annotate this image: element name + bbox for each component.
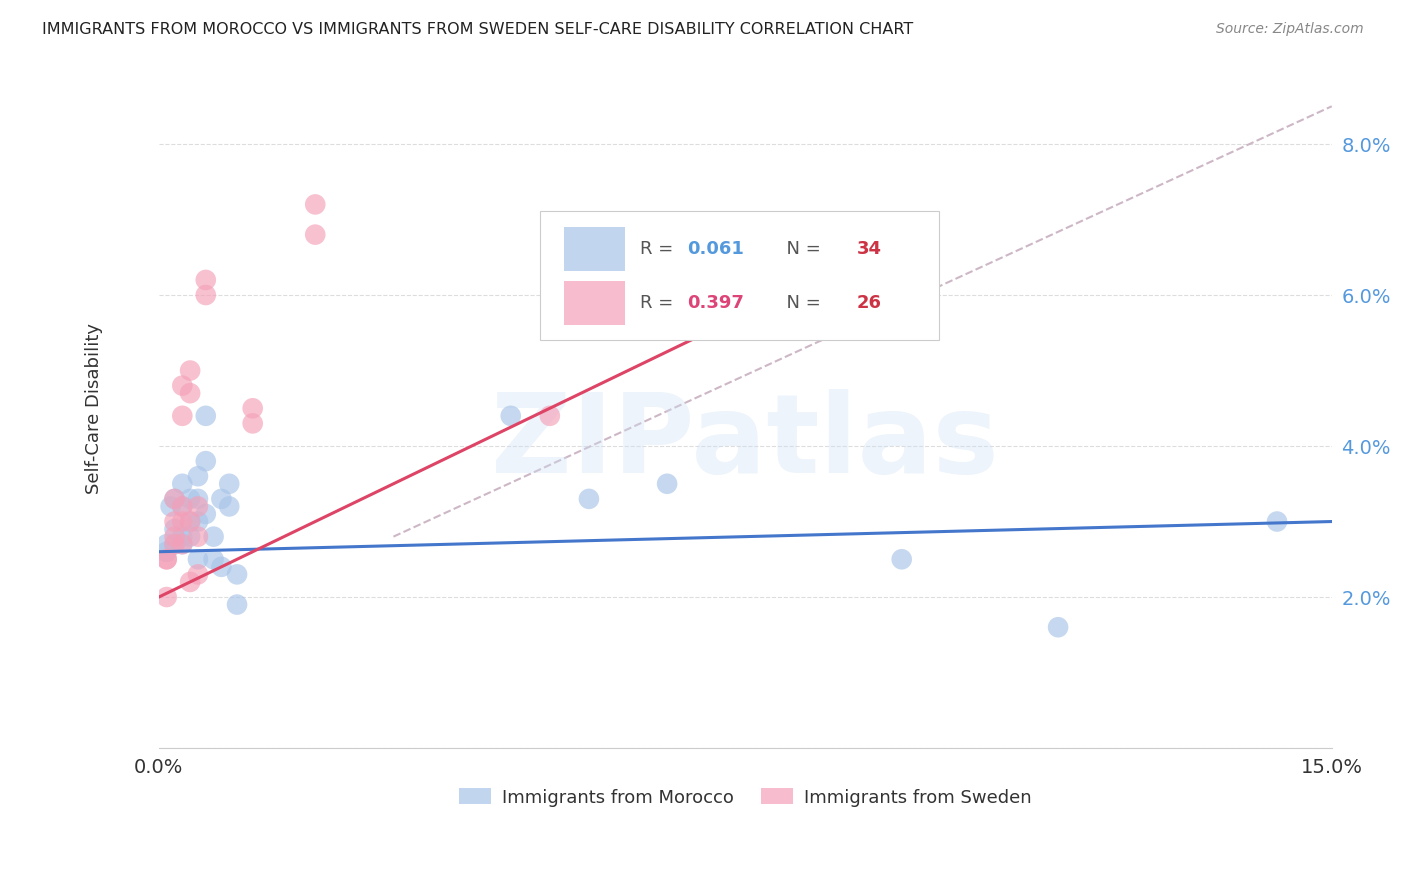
Point — [163, 515, 186, 529]
Point — [226, 567, 249, 582]
Point — [194, 409, 217, 423]
Point — [187, 515, 209, 529]
Point — [172, 378, 194, 392]
Point — [179, 574, 201, 589]
Point — [202, 530, 225, 544]
Point — [187, 567, 209, 582]
Point — [242, 417, 264, 431]
Point — [179, 386, 201, 401]
Point — [304, 197, 326, 211]
Point — [172, 537, 194, 551]
Text: ZIPatlas: ZIPatlas — [492, 389, 1000, 496]
Y-axis label: Self-Care Disability: Self-Care Disability — [86, 323, 103, 494]
Point — [890, 552, 912, 566]
Point — [218, 500, 240, 514]
Bar — [564, 281, 624, 325]
Point — [1265, 515, 1288, 529]
Point — [163, 537, 186, 551]
Point — [187, 552, 209, 566]
Point — [202, 552, 225, 566]
Point — [194, 288, 217, 302]
Point — [163, 537, 186, 551]
Point — [163, 522, 186, 536]
Point — [242, 401, 264, 416]
Text: R =: R = — [640, 294, 679, 312]
Point — [172, 530, 194, 544]
Point — [187, 500, 209, 514]
Point — [194, 454, 217, 468]
Point — [194, 273, 217, 287]
Point — [163, 530, 186, 544]
Point — [159, 500, 181, 514]
Point — [187, 530, 209, 544]
Text: N =: N = — [775, 240, 827, 258]
Text: 0.061: 0.061 — [686, 240, 744, 258]
Bar — [564, 227, 624, 270]
Point — [156, 537, 179, 551]
Point — [538, 409, 561, 423]
Point — [156, 590, 179, 604]
Point — [172, 500, 194, 514]
Point — [218, 476, 240, 491]
Point — [172, 515, 194, 529]
Point — [163, 491, 186, 506]
Point — [156, 545, 179, 559]
Point — [187, 469, 209, 483]
Point — [163, 491, 186, 506]
Point — [156, 552, 179, 566]
Text: IMMIGRANTS FROM MOROCCO VS IMMIGRANTS FROM SWEDEN SELF-CARE DISABILITY CORRELATI: IMMIGRANTS FROM MOROCCO VS IMMIGRANTS FR… — [42, 22, 914, 37]
Point — [499, 409, 522, 423]
Point — [156, 552, 179, 566]
Point — [1047, 620, 1070, 634]
Point — [194, 507, 217, 521]
Point — [172, 537, 194, 551]
FancyBboxPatch shape — [540, 211, 939, 341]
Point — [179, 515, 201, 529]
Point — [172, 409, 194, 423]
Text: R =: R = — [640, 240, 679, 258]
Point — [187, 491, 209, 506]
Text: 26: 26 — [856, 294, 882, 312]
Text: 34: 34 — [856, 240, 882, 258]
Point — [179, 363, 201, 377]
Text: Source: ZipAtlas.com: Source: ZipAtlas.com — [1216, 22, 1364, 37]
Point — [578, 491, 600, 506]
Point — [209, 491, 232, 506]
Point — [172, 476, 194, 491]
Point — [179, 491, 201, 506]
Point — [226, 598, 249, 612]
Point — [655, 476, 678, 491]
Point — [179, 530, 201, 544]
Point — [304, 227, 326, 242]
Legend: Immigrants from Morocco, Immigrants from Sweden: Immigrants from Morocco, Immigrants from… — [451, 781, 1039, 814]
Point — [209, 559, 232, 574]
Point — [172, 500, 194, 514]
Text: N =: N = — [775, 294, 827, 312]
Text: 0.397: 0.397 — [686, 294, 744, 312]
Point — [179, 515, 201, 529]
